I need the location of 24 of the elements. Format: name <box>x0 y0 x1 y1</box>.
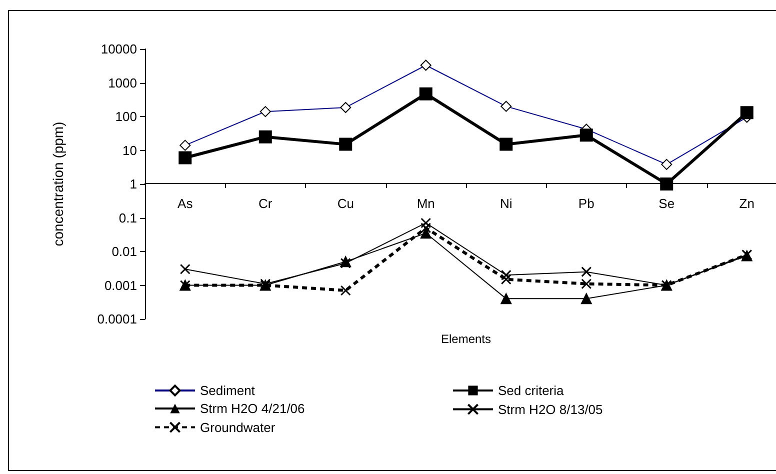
y-tick-label: 10 <box>122 142 137 158</box>
y-tick-label: 10000 <box>100 42 137 56</box>
y-tick-label: 1 <box>130 176 137 192</box>
y-tick-label: 0.1 <box>118 210 137 226</box>
x-axis-title: Elements <box>440 332 492 346</box>
x-tick-label: Cr <box>258 196 273 211</box>
y-tick-label: 0.0001 <box>97 312 137 326</box>
legend-label: Sed criteria <box>498 383 565 398</box>
legend-label: Groundwater <box>200 420 276 435</box>
y-tick-label: 0.01 <box>112 244 137 259</box>
legend-label: Sediment <box>200 383 256 398</box>
x-tick-label: Se <box>658 196 675 211</box>
y-tick-label: 1000 <box>108 75 137 90</box>
legend-label: Strm H2O 8/13/05 <box>498 402 603 417</box>
x-tick-label: As <box>178 196 194 211</box>
legend-label: Strm H2O 4/21/06 <box>200 401 305 416</box>
y-tick-label: 100 <box>115 109 137 124</box>
x-tick-label: Cu <box>337 196 354 211</box>
y-tick-label: 0.001 <box>104 278 137 293</box>
x-tick-label: Pb <box>578 196 594 211</box>
x-tick-label: Ni <box>500 196 512 211</box>
x-tick-label: Zn <box>739 196 754 211</box>
x-tick-label: Mn <box>416 196 435 211</box>
y-axis-title: concentration (ppm) <box>50 122 66 246</box>
